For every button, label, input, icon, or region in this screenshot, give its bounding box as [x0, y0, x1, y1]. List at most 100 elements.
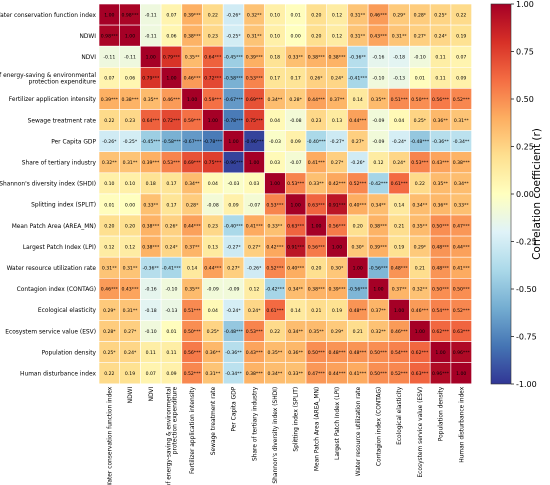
colorbar: [490, 3, 512, 385]
cell-value-label: -0.58***: [224, 76, 243, 82]
cell-value-label: 0.12: [125, 244, 135, 250]
cell-value-label: 0.42***: [266, 244, 284, 250]
cell-value-label: 0.36**: [433, 202, 449, 208]
cell-value-label: 0.53***: [411, 160, 429, 166]
cell-value-label: 0.40***: [287, 266, 305, 272]
cell-value-label: 0.20: [311, 12, 321, 18]
row-label: Water resource utilization rate: [7, 266, 97, 272]
cell-value-label: 0.52***: [453, 308, 471, 314]
cell-value-label: 0.27*: [414, 33, 427, 39]
cell-value-label: -0.10: [414, 55, 426, 61]
cell-value-label: 0.46***: [163, 97, 181, 103]
cell-value-label: -0.11: [103, 55, 115, 61]
cell-value-label: -0.26*: [247, 266, 262, 272]
cell-value-label: -0.07: [248, 202, 260, 208]
cell-value-label: 1.00: [146, 55, 156, 61]
cell-value-label: 0.34**: [185, 181, 201, 187]
cell-value-label: 0.28*: [289, 97, 302, 103]
cell-value-label: 0.48***: [349, 308, 367, 314]
cell-value-label: -0.09: [207, 287, 219, 293]
cell-value-label: 0.33**: [288, 55, 304, 61]
cell-value-label: 0.20: [353, 223, 363, 229]
column-label: Per Capita GDP: [232, 386, 238, 431]
cell-value-label: 0.54***: [432, 308, 450, 314]
cell-value-label: 0.62***: [432, 329, 450, 335]
cell-value-label: 0.27*: [331, 160, 344, 166]
cell-value-label: 0.04: [394, 118, 404, 124]
cell-value-label: 0.75***: [204, 160, 222, 166]
cell-value-label: 0.63***: [411, 371, 429, 377]
cell-value-label: -0.48***: [224, 329, 243, 335]
row-label: Largest Patch Index (LPI): [23, 245, 96, 251]
cell-value-label: 0.18: [270, 55, 280, 61]
cell-value-label: 1.00: [353, 266, 363, 272]
cell-value-label: -0.34**: [225, 371, 242, 377]
cell-value-label: -0.36**: [432, 139, 449, 145]
cell-value-label: -0.36**: [350, 55, 367, 61]
cell-value-label: -0.56***: [369, 266, 388, 272]
cell-value-label: 0.31**: [350, 12, 366, 18]
cell-value-label: 0.69***: [246, 97, 264, 103]
cell-value-label: 0.64***: [204, 55, 222, 61]
cell-value-label: -0.42***: [369, 181, 388, 187]
cell-value-label: -0.78***: [203, 139, 222, 145]
cell-value-label: 0.39***: [184, 12, 202, 18]
cell-value-label: 0.39***: [142, 160, 160, 166]
cell-value-label: 0.39***: [246, 55, 264, 61]
cell-value-label: -0.09: [373, 118, 385, 124]
cell-value-label: 0.07: [166, 12, 176, 18]
cell-value-label: 0.33**: [268, 223, 284, 229]
cell-value-label: 0.40***: [349, 202, 367, 208]
cell-value-label: 0.03: [270, 160, 280, 166]
cell-value-label: 0.52***: [349, 181, 367, 187]
cell-value-label: 0.29*: [103, 308, 116, 314]
cell-value-label: 0.46***: [411, 308, 429, 314]
colorbar-tick-label: -0.50: [516, 285, 537, 294]
cell-value-label: 0.32**: [247, 12, 263, 18]
cell-value-label: 0.38***: [121, 97, 139, 103]
cell-value-label: 0.24*: [124, 350, 137, 356]
colorbar-tick-label: -0.75: [516, 333, 537, 342]
cell-value-label: 0.20: [125, 223, 135, 229]
cell-value-label: 0.22: [415, 181, 425, 187]
cell-value-label: 0.21: [353, 329, 363, 335]
cell-value-label: 0.12: [332, 33, 342, 39]
cell-value-label: 0.38***: [246, 371, 264, 377]
cell-value-label: 0.62***: [411, 350, 429, 356]
column-label: Human disturbance index: [459, 386, 465, 462]
cell-value-label: 0.44***: [184, 223, 202, 229]
row-label: Shannon's diversity index (SHDI): [0, 182, 96, 188]
cell-value-label: 0.44***: [308, 97, 326, 103]
cell-value-label: 0.11: [435, 55, 445, 61]
cell-value-label: 0.37**: [392, 287, 408, 293]
column-label: Ecosystem service value (ESV): [418, 387, 424, 478]
cell-value-label: 0.72***: [163, 118, 181, 124]
cell-value-label: 1.00: [208, 118, 218, 124]
cell-value-label: 0.50***: [308, 350, 326, 356]
cell-value-label: -0.78***: [224, 118, 243, 124]
column-label: Shannon's diversity index (SHDI): [273, 387, 279, 484]
cell-value-label: 0.22: [270, 329, 280, 335]
cell-value-label: 0.39***: [101, 97, 119, 103]
cell-value-label: 0.72***: [204, 76, 222, 82]
cell-value-label: 0.29*: [331, 329, 344, 335]
cell-value-label: -0.18: [145, 308, 157, 314]
cell-value-label: 0.23: [125, 118, 135, 124]
colorbar-tick-label: 0.75: [516, 48, 534, 57]
cell-value-label: 0.50***: [453, 287, 471, 293]
cell-value-label: 0.26*: [165, 223, 178, 229]
cell-value-label: 0.13: [332, 118, 342, 124]
cell-value-label: 1.00: [228, 139, 238, 145]
cell-value-label: -0.11: [145, 12, 157, 18]
cell-value-label: -0.24*: [392, 139, 407, 145]
cell-value-label: 0.17: [166, 181, 176, 187]
cell-value-label: -0.10: [373, 76, 385, 82]
cell-value-label: 0.43***: [432, 160, 450, 166]
colorbar-tick-label: 0.25: [516, 143, 534, 152]
cell-value-label: 0.24*: [393, 160, 406, 166]
cell-value-label: 0.35**: [268, 350, 284, 356]
cell-value-label: 0.22: [456, 12, 466, 18]
cell-value-label: 0.14: [187, 266, 197, 272]
cell-value-label: 0.46***: [184, 76, 202, 82]
cell-value-label: 0.29*: [414, 244, 427, 250]
